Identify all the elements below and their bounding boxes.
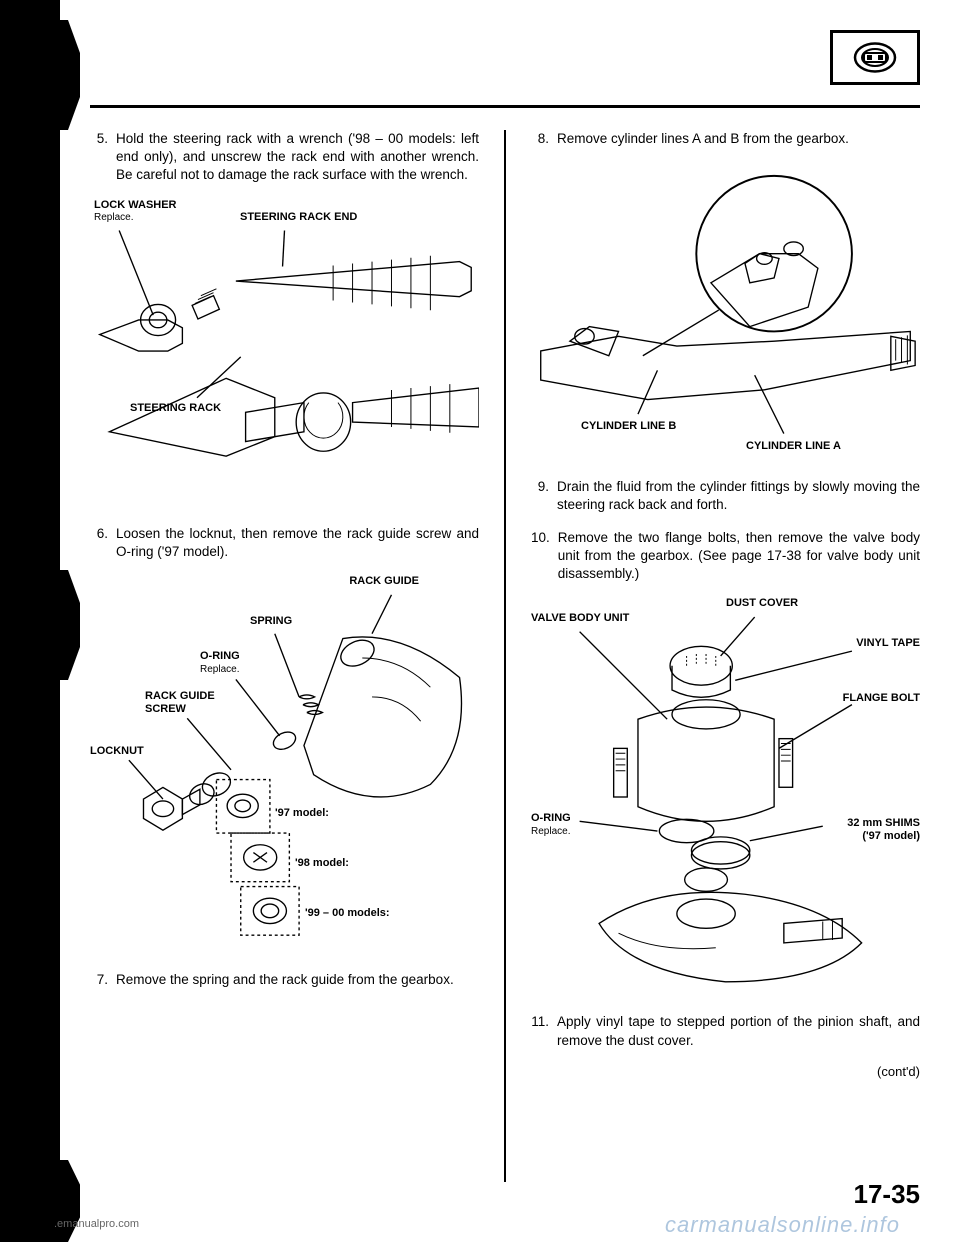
step-number: 6. (90, 525, 108, 561)
steering-manual-icon (850, 40, 900, 75)
label-rack-guide: RACK GUIDE (349, 575, 419, 588)
content-area: 5. Hold the steering rack with a wrench … (90, 130, 920, 1182)
step-text: Apply vinyl tape to stepped portion of t… (557, 1013, 920, 1049)
label-text: ('97 model) (862, 830, 920, 842)
step-10: 10. Remove the two flange bolts, then re… (531, 529, 920, 584)
step-number: 10. (531, 529, 550, 584)
label-text: LOCK WASHER (94, 199, 177, 211)
left-column: 5. Hold the steering rack with a wrench … (90, 130, 479, 1182)
right-column: 8. Remove cylinder lines A and B from th… (531, 130, 920, 1182)
label-rack-end: STEERING RACK END (240, 211, 357, 224)
label-text: Replace. (531, 826, 570, 837)
rack-guide-diagram: RACK GUIDE SPRING O-RING Replace. RACK G… (90, 575, 479, 955)
label-vinyl-tape: VINYL TAPE (856, 637, 920, 650)
label-text: O-RING (200, 650, 240, 662)
step-number: 11. (531, 1013, 549, 1049)
diagram-svg (90, 199, 479, 509)
label-flange-bolt: FLANGE BOLT (843, 692, 920, 705)
valve-body-diagram: DUST COVER VALVE BODY UNIT VINYL TAPE FL… (531, 597, 920, 997)
step-6: 6. Loosen the locknut, then remove the r… (90, 525, 479, 561)
step-11: 11. Apply vinyl tape to stepped portion … (531, 1013, 920, 1049)
cylinder-lines-diagram: CYLINDER LINE B CYLINDER LINE A (531, 162, 920, 462)
step-number: 8. (531, 130, 549, 148)
label-steering-rack: STEERING RACK (130, 402, 221, 415)
label-cylinder-line-a: CYLINDER LINE A (746, 440, 841, 453)
label-text: Replace. (94, 212, 133, 223)
step-text: Remove cylinder lines A and B from the g… (557, 130, 920, 148)
manual-page: 5. Hold the steering rack with a wrench … (0, 0, 960, 1242)
step-8: 8. Remove cylinder lines A and B from th… (531, 130, 920, 148)
header-icon-box (830, 30, 920, 85)
step-number: 5. (90, 130, 108, 185)
label-text: Replace. (200, 664, 239, 675)
label-spring: SPRING (250, 615, 292, 628)
label-cylinder-line-b: CYLINDER LINE B (581, 420, 676, 433)
label-rack-guide-screw: RACK GUIDE SCREW (145, 690, 215, 715)
column-divider (504, 130, 506, 1182)
steering-rack-diagram: LOCK WASHER Replace. STEERING RACK END S… (90, 199, 479, 509)
binding-notch (0, 20, 80, 130)
step-number: 9. (531, 478, 549, 514)
footer-watermark: carmanualsonline.info (665, 1212, 900, 1238)
step-9: 9. Drain the fluid from the cylinder fit… (531, 478, 920, 514)
label-oring: O-RING Replace. (531, 812, 571, 837)
label-dust-cover: DUST COVER (726, 597, 798, 610)
diagram-svg (531, 162, 920, 462)
label-locknut: LOCKNUT (90, 745, 144, 758)
label-oring: O-RING Replace. (200, 650, 240, 675)
step-7: 7. Remove the spring and the rack guide … (90, 971, 479, 989)
label-text: O-RING (531, 812, 571, 824)
step-text: Remove the two flange bolts, then remove… (558, 529, 920, 584)
step-text: Loosen the locknut, then remove the rack… (116, 525, 479, 561)
header-rule (90, 105, 920, 108)
diagram-svg (90, 575, 479, 955)
label-valve-body: VALVE BODY UNIT (531, 612, 629, 625)
footer-source: .emanualpro.com (54, 1218, 139, 1230)
step-text: Hold the steering rack with a wrench ('9… (116, 130, 479, 185)
label-99-00-models: '99 – 00 models: (305, 907, 390, 920)
label-shims: 32 mm SHIMS ('97 model) (847, 817, 920, 842)
label-text: 32 mm SHIMS (847, 817, 920, 829)
label-97-model: '97 model: (275, 807, 329, 820)
binding-notch (0, 570, 80, 680)
step-number: 7. (90, 971, 108, 989)
page-number: 17-35 (854, 1179, 921, 1210)
step-text: Drain the fluid from the cylinder fittin… (557, 478, 920, 514)
label-lock-washer: LOCK WASHER Replace. (94, 199, 177, 224)
label-98-model: '98 model: (295, 857, 349, 870)
contd-label: (cont'd) (531, 1064, 920, 1079)
step-5: 5. Hold the steering rack with a wrench … (90, 130, 479, 185)
step-text: Remove the spring and the rack guide fro… (116, 971, 479, 989)
diagram-svg (531, 597, 920, 997)
